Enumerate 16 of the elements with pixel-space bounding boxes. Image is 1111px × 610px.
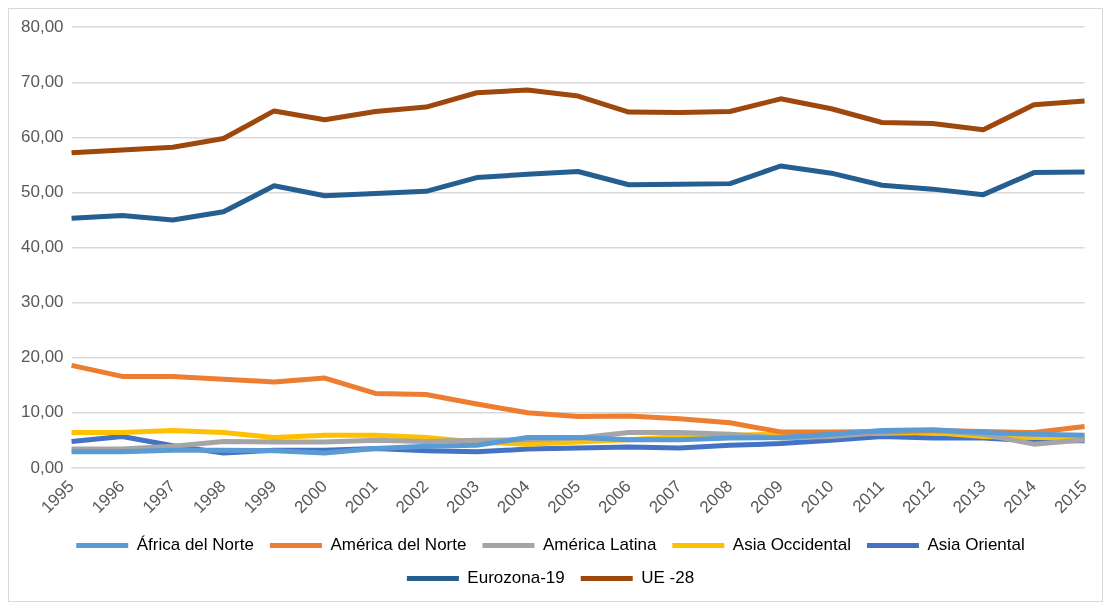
y-tick-label: 60,00 — [20, 127, 64, 147]
y-tick-label: 30,00 — [20, 292, 64, 312]
y-tick-label: 80,00 — [20, 16, 64, 36]
y-tick-label: 20,00 — [20, 347, 64, 367]
y-tick-label: 10,00 — [20, 402, 64, 422]
y-tick-label: 50,00 — [20, 182, 64, 202]
y-tick-label: 70,00 — [20, 71, 64, 91]
legend-label: UE -28 — [641, 568, 695, 588]
legend-label: América Latina — [542, 535, 657, 555]
legend-label: América del Norte — [330, 535, 467, 555]
y-tick-label: 0,00 — [30, 457, 64, 477]
legend-label: Asia Occidental — [732, 535, 851, 555]
y-tick-label: 40,00 — [20, 237, 64, 257]
legend-label: Eurozona-19 — [467, 568, 565, 588]
legend-label: Asia Oriental — [927, 535, 1025, 555]
legend-label: África del Norte — [136, 535, 254, 555]
